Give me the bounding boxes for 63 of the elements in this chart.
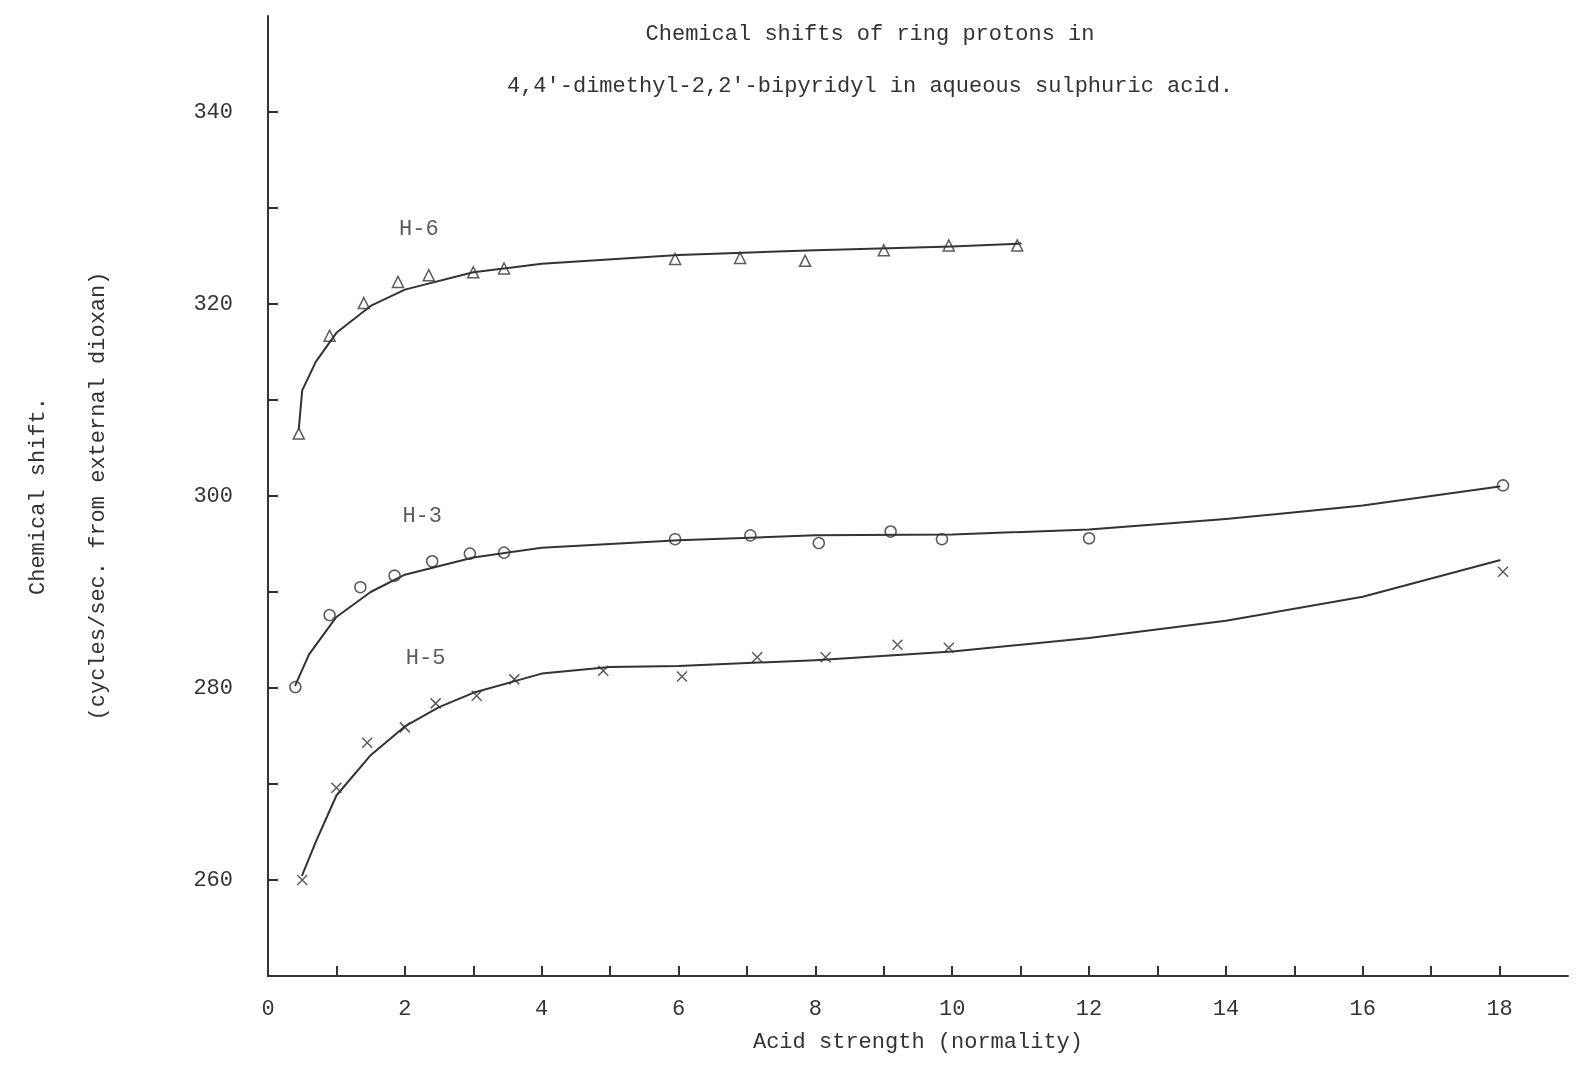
point xyxy=(935,532,949,546)
line-series xyxy=(301,559,1501,877)
point xyxy=(391,275,405,289)
x-tick-label: 8 xyxy=(808,996,822,1022)
text: Chemical shift. (cycles/sec. from external dioxan) xyxy=(25,271,111,721)
x-tick-label: 10 xyxy=(939,996,966,1022)
point xyxy=(668,532,682,546)
point xyxy=(597,664,610,677)
point xyxy=(812,536,826,550)
x-tick-label: 18 xyxy=(1486,996,1513,1022)
point xyxy=(296,874,308,886)
series-label: H-6 xyxy=(398,217,439,243)
x-axis-title: Acid strength (normality) xyxy=(752,1029,1084,1055)
point xyxy=(330,782,343,794)
point xyxy=(1497,566,1509,578)
series-label: H-3 xyxy=(402,503,443,529)
point xyxy=(323,608,336,622)
y-tick-label: 340 xyxy=(193,99,233,125)
point xyxy=(323,329,336,342)
point xyxy=(463,547,477,560)
x-tick-label: 0 xyxy=(261,996,275,1022)
x-tick-label: 6 xyxy=(671,996,686,1022)
point xyxy=(399,721,411,734)
point xyxy=(884,525,897,538)
point xyxy=(819,651,832,664)
point xyxy=(733,251,747,265)
point xyxy=(891,639,904,651)
x-tick-label: 14 xyxy=(1212,996,1240,1022)
point xyxy=(877,243,891,257)
y-tick-label: 280 xyxy=(193,675,233,701)
point xyxy=(497,262,511,275)
point xyxy=(942,239,956,252)
point xyxy=(744,529,757,542)
point xyxy=(425,555,439,568)
x-tick-label: 4 xyxy=(535,996,549,1022)
point xyxy=(357,296,371,310)
point xyxy=(943,641,955,654)
point xyxy=(1082,531,1096,545)
point xyxy=(1010,239,1024,252)
point xyxy=(508,673,521,686)
x-tick-label: 2 xyxy=(398,996,412,1022)
point xyxy=(470,689,483,702)
y-tick-label: 300 xyxy=(193,483,233,509)
point xyxy=(467,266,480,279)
point xyxy=(429,697,442,710)
chart-title: Chemical shifts of ring protons in xyxy=(645,21,1095,47)
point xyxy=(798,254,812,268)
point xyxy=(676,670,688,683)
x-tick-label: 16 xyxy=(1349,996,1376,1022)
point xyxy=(388,569,401,582)
point xyxy=(292,427,306,440)
point xyxy=(668,252,682,266)
point xyxy=(497,546,511,559)
point xyxy=(361,736,373,749)
x-tick-label: 12 xyxy=(1075,996,1103,1022)
y-tick-label: 320 xyxy=(193,291,233,317)
point xyxy=(1496,479,1510,492)
point xyxy=(289,680,302,694)
point xyxy=(422,268,436,282)
y-tick-label: 260 xyxy=(193,867,233,893)
text: 4,4'-dimethyl-2,2'-bipyridyl in aqueous sulphuric acid. xyxy=(506,73,1234,99)
point xyxy=(354,580,367,594)
series-label: H-5 xyxy=(405,646,446,672)
